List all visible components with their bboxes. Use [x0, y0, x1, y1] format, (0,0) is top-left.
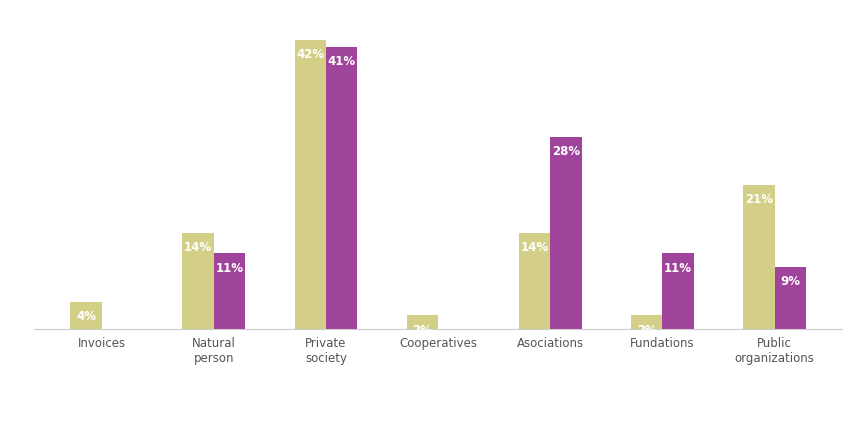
Bar — [743, 185, 775, 329]
Bar — [551, 136, 582, 329]
Text: 21%: 21% — [745, 193, 773, 206]
Bar — [406, 315, 438, 329]
Text: 42%: 42% — [296, 49, 325, 62]
Bar — [182, 233, 214, 329]
Text: 9%: 9% — [780, 276, 801, 289]
Bar — [214, 254, 245, 329]
Bar — [70, 302, 101, 329]
Bar — [519, 233, 551, 329]
Text: 11%: 11% — [664, 262, 692, 275]
Text: 2%: 2% — [637, 324, 656, 337]
Text: 11%: 11% — [216, 262, 243, 275]
Bar — [326, 47, 357, 329]
Bar — [775, 267, 806, 329]
Text: 41%: 41% — [327, 55, 356, 68]
Bar — [295, 40, 326, 329]
Bar — [631, 315, 662, 329]
Text: 2%: 2% — [412, 324, 432, 337]
Text: 4%: 4% — [76, 310, 96, 323]
Text: 14%: 14% — [184, 241, 212, 254]
Text: 28%: 28% — [551, 145, 580, 158]
Bar — [662, 254, 694, 329]
Text: 14%: 14% — [521, 241, 549, 254]
